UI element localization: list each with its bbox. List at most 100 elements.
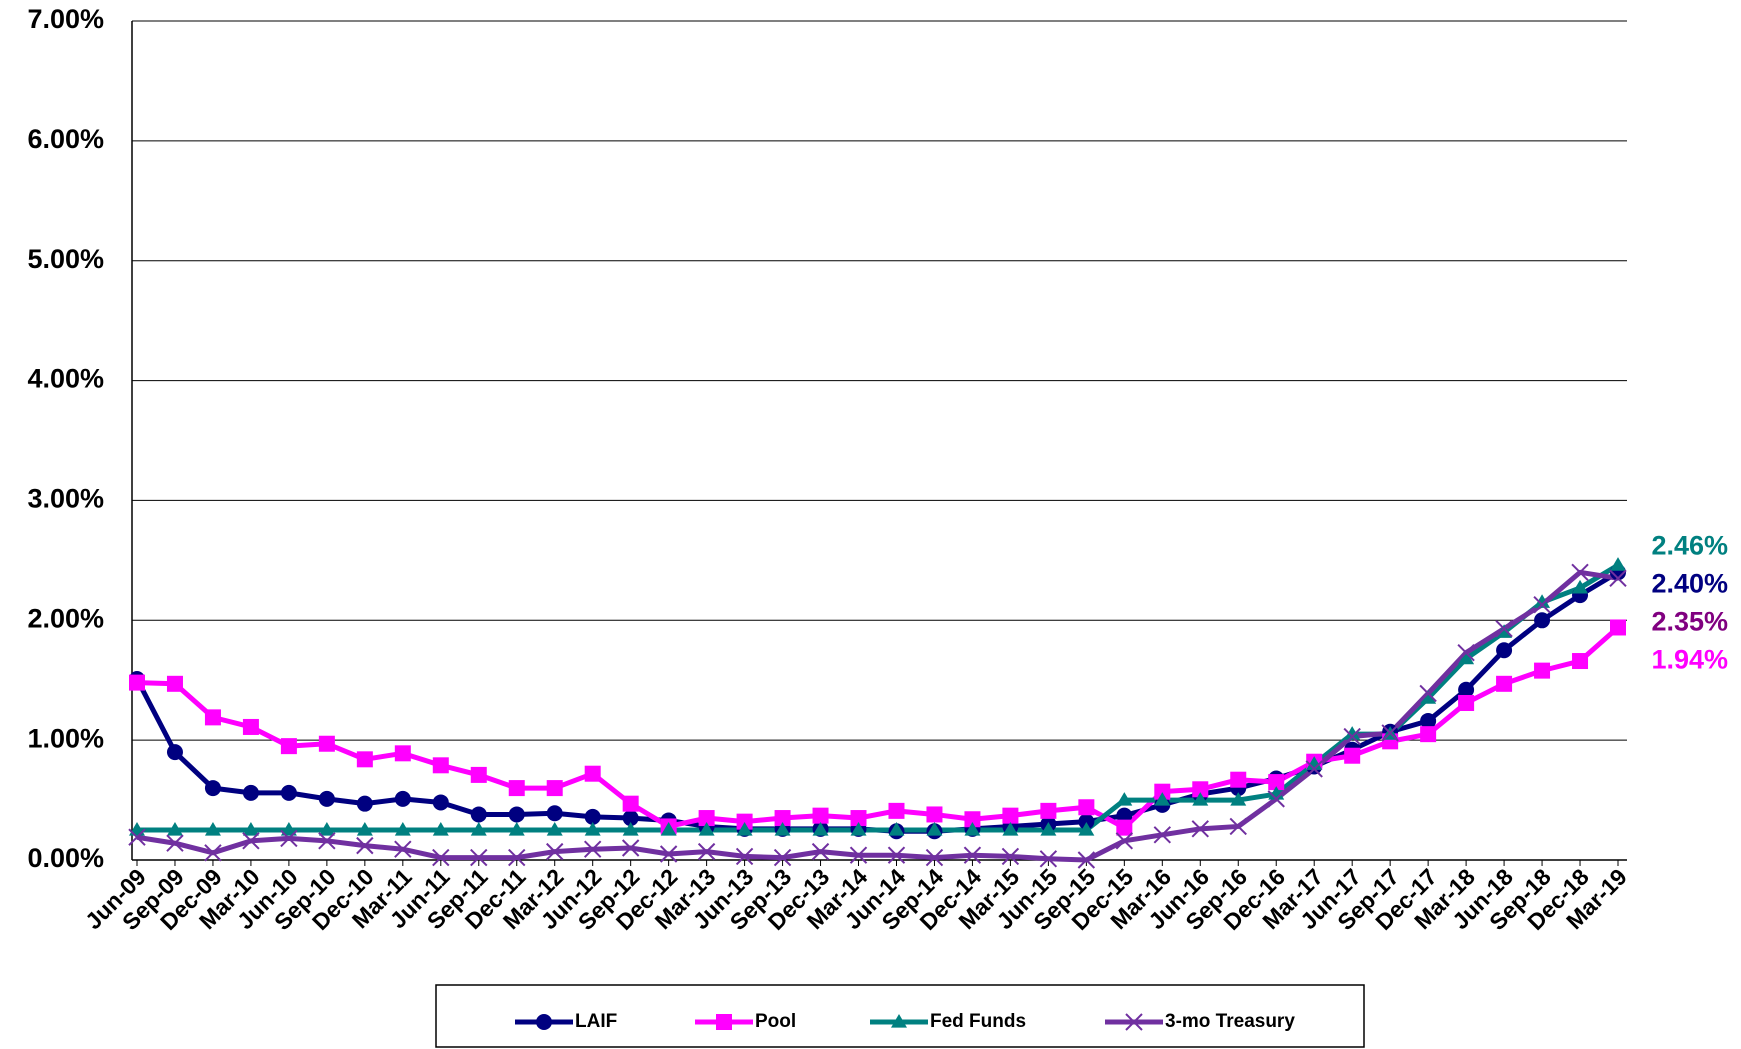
data-point <box>394 745 411 762</box>
data-point <box>1039 850 1058 868</box>
data-point <box>1420 712 1437 729</box>
data-point <box>1572 579 1589 594</box>
data-point <box>394 790 411 807</box>
data-point <box>166 744 183 761</box>
data-point <box>1343 727 1361 746</box>
data-point <box>318 822 335 836</box>
data-point <box>887 846 906 864</box>
data-point <box>1420 690 1437 704</box>
data-point <box>1496 624 1513 638</box>
data-point <box>888 822 905 836</box>
data-point <box>1420 726 1437 743</box>
data-point <box>318 790 335 807</box>
value-label: 2.40% <box>1651 568 1728 598</box>
data-point <box>166 675 183 692</box>
y-tick-label: 5.00% <box>27 244 104 274</box>
data-point <box>546 842 564 861</box>
legend-item: Fed Funds <box>870 1011 1026 1032</box>
data-point <box>470 806 487 823</box>
data-point <box>1192 781 1209 798</box>
data-point <box>1381 724 1399 742</box>
data-point <box>1610 619 1626 636</box>
legend-label: 3-mo Treasury <box>1165 1011 1295 1032</box>
data-point <box>1572 653 1589 670</box>
data-point <box>1419 684 1437 703</box>
legend-label: Fed Funds <box>930 1011 1026 1032</box>
y-tick-label: 0.00% <box>27 843 104 873</box>
data-point <box>432 822 449 836</box>
y-tick-label: 6.00% <box>27 124 104 154</box>
data-point <box>698 822 715 836</box>
data-point <box>1458 650 1475 665</box>
data-point <box>1078 822 1095 836</box>
data-point <box>1571 563 1589 582</box>
value-label: 1.94% <box>1651 644 1728 674</box>
data-point <box>964 811 981 828</box>
data-point <box>963 846 982 864</box>
data-point <box>774 810 791 827</box>
data-point <box>621 839 640 857</box>
data-point <box>470 766 487 783</box>
data-point <box>812 807 829 824</box>
legend-marker <box>536 1014 552 1030</box>
legend-marker <box>1125 1013 1143 1031</box>
data-point <box>736 822 753 836</box>
data-point <box>774 822 791 836</box>
data-point <box>508 806 525 823</box>
data-point <box>1267 790 1285 808</box>
data-point <box>1078 799 1095 816</box>
data-point <box>432 794 449 811</box>
data-point <box>1229 817 1247 836</box>
data-point <box>318 832 336 850</box>
data-point <box>926 806 943 823</box>
data-point <box>508 848 526 867</box>
data-point <box>356 751 373 768</box>
data-point <box>470 822 487 836</box>
data-point <box>128 828 146 846</box>
data-point <box>280 738 297 755</box>
series-line <box>137 563 1620 833</box>
data-point <box>622 795 639 812</box>
data-point <box>242 822 259 836</box>
data-point <box>1609 569 1627 588</box>
data-point <box>546 780 563 797</box>
data-point <box>1040 822 1057 836</box>
data-point <box>925 848 944 867</box>
data-point <box>735 847 754 866</box>
legend-marker <box>891 1014 907 1028</box>
data-point <box>280 829 298 848</box>
data-point <box>964 822 981 836</box>
data-point <box>1458 681 1475 698</box>
data-point <box>622 810 639 827</box>
data-point <box>166 834 184 852</box>
data-point <box>773 848 792 867</box>
data-point <box>470 848 488 867</box>
data-point <box>926 822 943 836</box>
data-point <box>1610 557 1626 571</box>
data-point <box>1458 694 1475 711</box>
data-point <box>1001 847 1020 866</box>
data-point <box>1230 771 1247 788</box>
data-point <box>394 840 412 858</box>
data-point <box>1192 792 1209 806</box>
data-point <box>1115 832 1134 850</box>
y-tick-label: 2.00% <box>27 603 104 633</box>
data-point <box>1534 594 1551 608</box>
data-point <box>1534 662 1551 679</box>
legend-item: LAIF <box>515 1011 617 1032</box>
data-point <box>850 810 867 827</box>
legend-item: 3-mo Treasury <box>1105 1011 1295 1032</box>
y-tick-label: 4.00% <box>27 364 104 394</box>
data-point <box>432 757 449 774</box>
data-point <box>660 822 677 836</box>
data-point <box>811 842 830 861</box>
data-point <box>356 822 373 836</box>
data-point <box>1457 643 1475 662</box>
data-point <box>280 784 297 801</box>
data-point <box>697 842 716 861</box>
legend-marker <box>716 1014 732 1030</box>
data-point <box>204 709 221 726</box>
legend-label: Pool <box>755 1011 796 1032</box>
data-point <box>546 805 563 822</box>
